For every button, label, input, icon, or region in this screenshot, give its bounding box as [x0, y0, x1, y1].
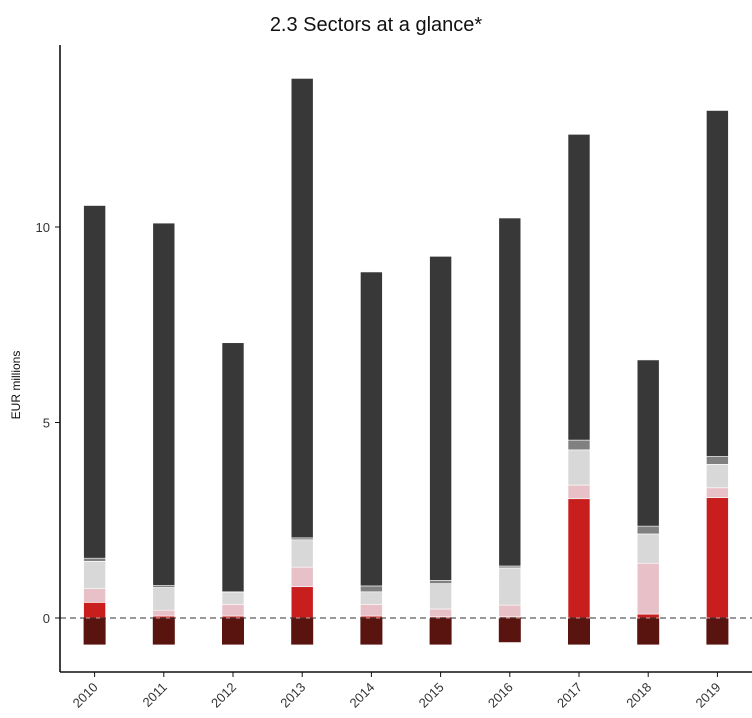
bar-segment-2011-s0: [152, 618, 175, 645]
x-tick-label: 2016: [485, 680, 516, 711]
x-tick-label: 2012: [208, 680, 239, 711]
bar-segment-2014-s3: [360, 591, 383, 605]
bar-segment-2012-s5: [221, 342, 245, 593]
bar-segment-2010-s4: [83, 557, 106, 562]
bar-segment-2018-s1: [636, 613, 660, 619]
x-tick-label: 2019: [692, 680, 723, 711]
bar-segment-2010-s1: [83, 602, 106, 619]
bar-segment-2013-s3: [290, 539, 314, 568]
bar-segment-2011-s2: [152, 609, 176, 617]
y-axis-ticks: 0 5 10: [36, 220, 60, 626]
bar-segment-2019-s0: [706, 618, 729, 645]
y-tick-label: 5: [43, 416, 50, 431]
bar-segment-2013-s5: [290, 78, 314, 539]
bar-segment-2017-s1: [567, 498, 591, 619]
bar-segment-2014-s5: [360, 271, 383, 587]
bar-segment-2017-s5: [567, 134, 591, 441]
bar-segment-2012-s0: [222, 618, 244, 645]
bar-segment-2016-s5: [498, 217, 522, 567]
bar-segment-2014-s4: [360, 585, 383, 593]
bar-segment-2014-s2: [360, 604, 383, 617]
bar-segment-2019-s5: [706, 110, 729, 457]
x-tick-label: 2015: [416, 680, 447, 711]
bar-segment-2016-s3: [498, 567, 522, 606]
bar-segment-2019-s4: [706, 456, 729, 465]
bar-segment-2018-s2: [636, 562, 660, 615]
x-tick-label: 2014: [346, 680, 377, 711]
bar-segment-2010-s2: [83, 588, 106, 603]
bar-segment-2011-s5: [152, 222, 176, 586]
y-axis-label: EUR millions: [9, 351, 23, 420]
bar-segment-2018-s4: [636, 525, 660, 535]
bar-segment-2016-s2: [498, 604, 522, 618]
bar-segment-2010-s5: [83, 205, 106, 559]
bar-segment-2015-s2: [429, 608, 452, 618]
bar-segment-2015-s0: [429, 618, 452, 645]
x-axis-ticks: 2010 2011 2012 2013 2014 2015 2016 2017 2018 2019: [70, 672, 724, 711]
bar-segment-2019-s3: [706, 464, 729, 489]
chart-title: 2.3 Sectors at a glance*: [269, 14, 483, 36]
x-tick-label: 2018: [623, 680, 654, 711]
bars-group: [83, 78, 729, 645]
bar-segment-2015-s3: [429, 583, 452, 610]
x-tick-label: 2011: [140, 680, 170, 710]
bar-segment-2013-s1: [290, 586, 314, 619]
bar-segment-2017-s0: [568, 618, 590, 645]
x-tick-label: 2010: [70, 680, 101, 711]
bar-segment-2018-s5: [636, 359, 660, 527]
bar-segment-2019-s2: [706, 487, 729, 498]
bar-segment-2013-s2: [290, 566, 314, 588]
bar-segment-2017-s2: [567, 484, 591, 500]
bar-segment-2010-s0: [83, 618, 106, 645]
bar-segment-2014-s0: [360, 618, 383, 645]
bar-segment-2012-s3: [221, 592, 245, 605]
bar-segment-2018-s3: [636, 533, 660, 564]
bar-segment-2010-s3: [83, 561, 106, 589]
x-tick-label: 2013: [277, 680, 308, 711]
bar-segment-2015-s5: [429, 256, 452, 581]
bar-segment-2011-s3: [152, 587, 176, 611]
bar-segment-2017-s4: [567, 439, 591, 451]
y-tick-label: 10: [36, 220, 50, 235]
bar-segment-2013-s0: [291, 618, 314, 645]
bar-segment-2018-s0: [637, 618, 660, 645]
bar-segment-2019-s1: [706, 497, 729, 619]
bar-segment-2016-s0: [498, 618, 521, 643]
bar-segment-2012-s2: [221, 604, 245, 617]
bar-segment-2017-s3: [567, 449, 591, 486]
y-tick-label: 0: [43, 611, 50, 626]
bar-segment-2015-s4: [429, 580, 452, 584]
x-tick-label: 2017: [554, 680, 585, 711]
